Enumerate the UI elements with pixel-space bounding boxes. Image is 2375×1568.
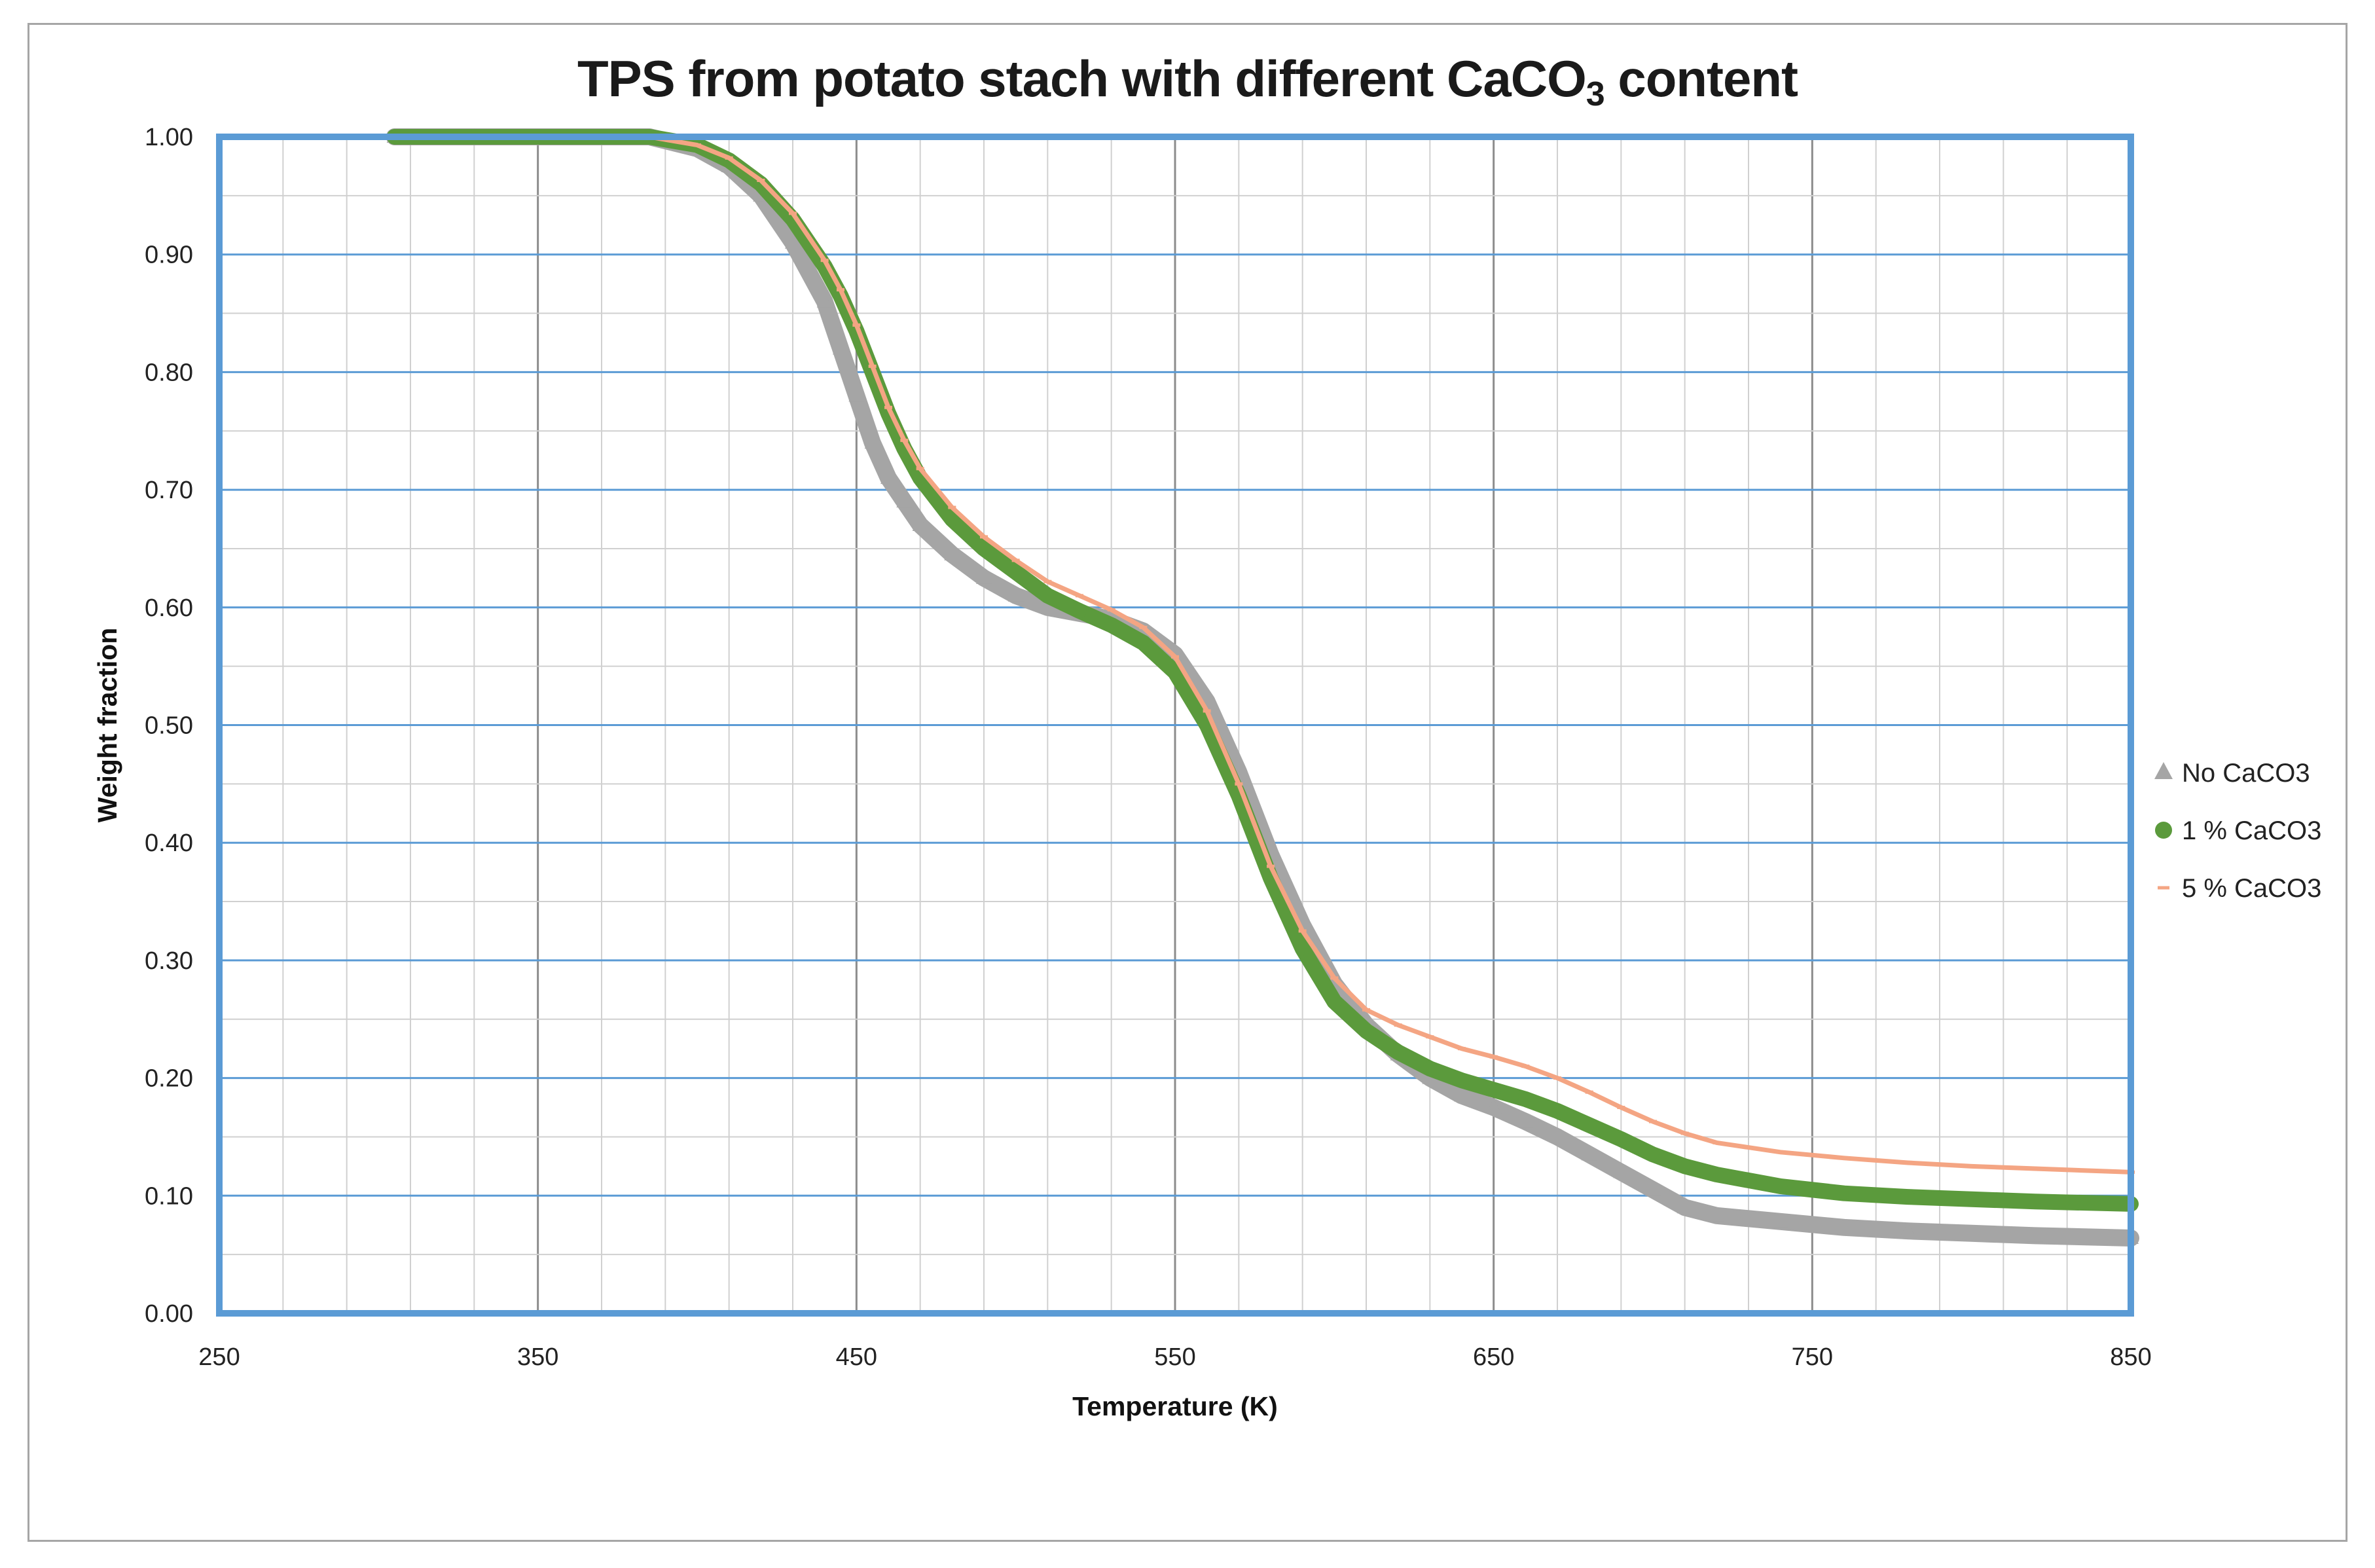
data-point-circle [1486,1082,1501,1097]
data-point-triangle [912,517,928,532]
y-tick-label: 0.20 [145,1065,193,1093]
legend-label: 1 % CaCO3 [2182,816,2321,845]
chart-title-main: TPS from potato stach with different CaC… [577,50,1587,107]
legend: No CaCO3 1 % CaCO3 5 % CaCO3 [2154,759,2321,903]
data-point-triangle [816,293,833,308]
data-point-circle [1390,1045,1405,1060]
data-point-circle [1773,1178,1788,1194]
data-point-circle [1072,604,1087,619]
y-tick-label: 0.10 [145,1182,193,1210]
data-point-circle [945,512,960,527]
data-point-circle [1646,1147,1660,1162]
y-tick-label: 0.00 [145,1300,193,1328]
x-tick-label: 850 [2110,1343,2151,1371]
tick-layer: 250 350 450 550 650 750 850 0.00 0.10 0.20 0.30 0.4… [145,124,2152,1371]
data-point-triangle [1581,1146,1597,1161]
data-point-circle [1582,1118,1597,1133]
series-layer [386,128,2139,1247]
data-point-circle [1518,1091,1533,1106]
x-tick-label: 550 [1154,1343,1195,1371]
series-1-caco3 [386,129,2139,1212]
data-point-circle [1709,1167,1724,1182]
data-point-triangle [2027,1227,2043,1242]
data-point-triangle [1836,1218,1852,1233]
data-point-circle [1295,941,1310,956]
legend-label: 5 % CaCO3 [2182,874,2321,903]
data-point-triangle [1900,1222,1916,1237]
series-line-1-caco3 [386,129,2139,1212]
x-tick-label: 750 [1792,1343,1833,1371]
data-point-triangle [848,387,865,402]
data-point-triangle [976,569,992,584]
grid-layer [218,136,2132,1315]
x-tick-label: 250 [198,1343,240,1371]
y-axis-title: Weight fraction [92,628,122,823]
series-line-5-caco3 [392,134,2133,1175]
data-point-triangle [1550,1128,1565,1143]
chart-frame [27,23,2348,1542]
y-tick-label: 0.50 [145,712,193,740]
chart-title-end: content [1604,50,1798,107]
data-point-triangle [864,434,880,449]
data-point-circle [1614,1132,1629,1147]
data-point-circle [1359,1023,1373,1038]
y-tick-label: 0.30 [145,947,193,975]
legend-marker-triangle [2154,762,2173,779]
data-point-circle [1423,1061,1438,1076]
legend-label: No CaCO3 [2182,759,2310,788]
data-point-circle [1136,635,1151,650]
y-tick-label: 0.60 [145,594,193,622]
data-point-circle [1677,1159,1692,1174]
data-point-circle [1040,588,1055,603]
data-point-circle [1104,617,1119,632]
data-point-circle [1550,1103,1565,1118]
y-tick-label: 1.00 [145,124,193,151]
plot-border [216,134,2134,1317]
data-point-triangle [1517,1113,1534,1128]
data-point-circle [1327,994,1342,1009]
data-point-circle [977,541,991,556]
data-point-triangle [880,469,896,484]
y-tick-label: 0.40 [145,830,193,857]
x-axis-title: Temperature (K) [1072,1391,1278,1421]
data-point-triangle [1007,587,1024,602]
y-tick-label: 0.90 [145,242,193,269]
data-point-triangle [1772,1212,1788,1228]
data-point-triangle [1677,1199,1693,1214]
data-point-triangle [1454,1087,1470,1102]
x-tick-label: 450 [836,1343,877,1371]
data-point-circle [1008,564,1023,579]
data-point-triangle [1709,1207,1725,1222]
data-point-triangle [785,234,801,249]
data-point-circle [1168,665,1182,680]
y-tick-label: 0.70 [145,477,193,504]
data-point-triangle [1485,1099,1502,1114]
data-point-triangle [1963,1224,1980,1239]
chart-title: TPS from potato stach with different CaC… [0,49,2375,114]
data-point-triangle [833,340,848,355]
data-point-circle [1964,1192,1979,1207]
data-point-triangle [1645,1181,1661,1196]
data-point-circle [1455,1073,1469,1088]
data-point-triangle [1613,1163,1629,1178]
x-tick-label: 650 [1473,1343,1514,1371]
x-tick-label: 350 [517,1343,558,1371]
chart-title-subscript: 3 [1586,75,1605,113]
series-5-caco3 [390,134,2135,1175]
data-point-circle [2028,1194,2042,1209]
data-point-circle [1900,1190,1915,1205]
data-point-circle [1837,1186,1851,1201]
series-line-no-caco3 [386,128,2139,1247]
data-point-triangle [944,545,960,560]
y-tick-label: 0.80 [145,359,193,386]
data-point-triangle [896,493,913,508]
data-point-triangle [1040,598,1056,613]
legend-marker-circle [2155,822,2172,839]
